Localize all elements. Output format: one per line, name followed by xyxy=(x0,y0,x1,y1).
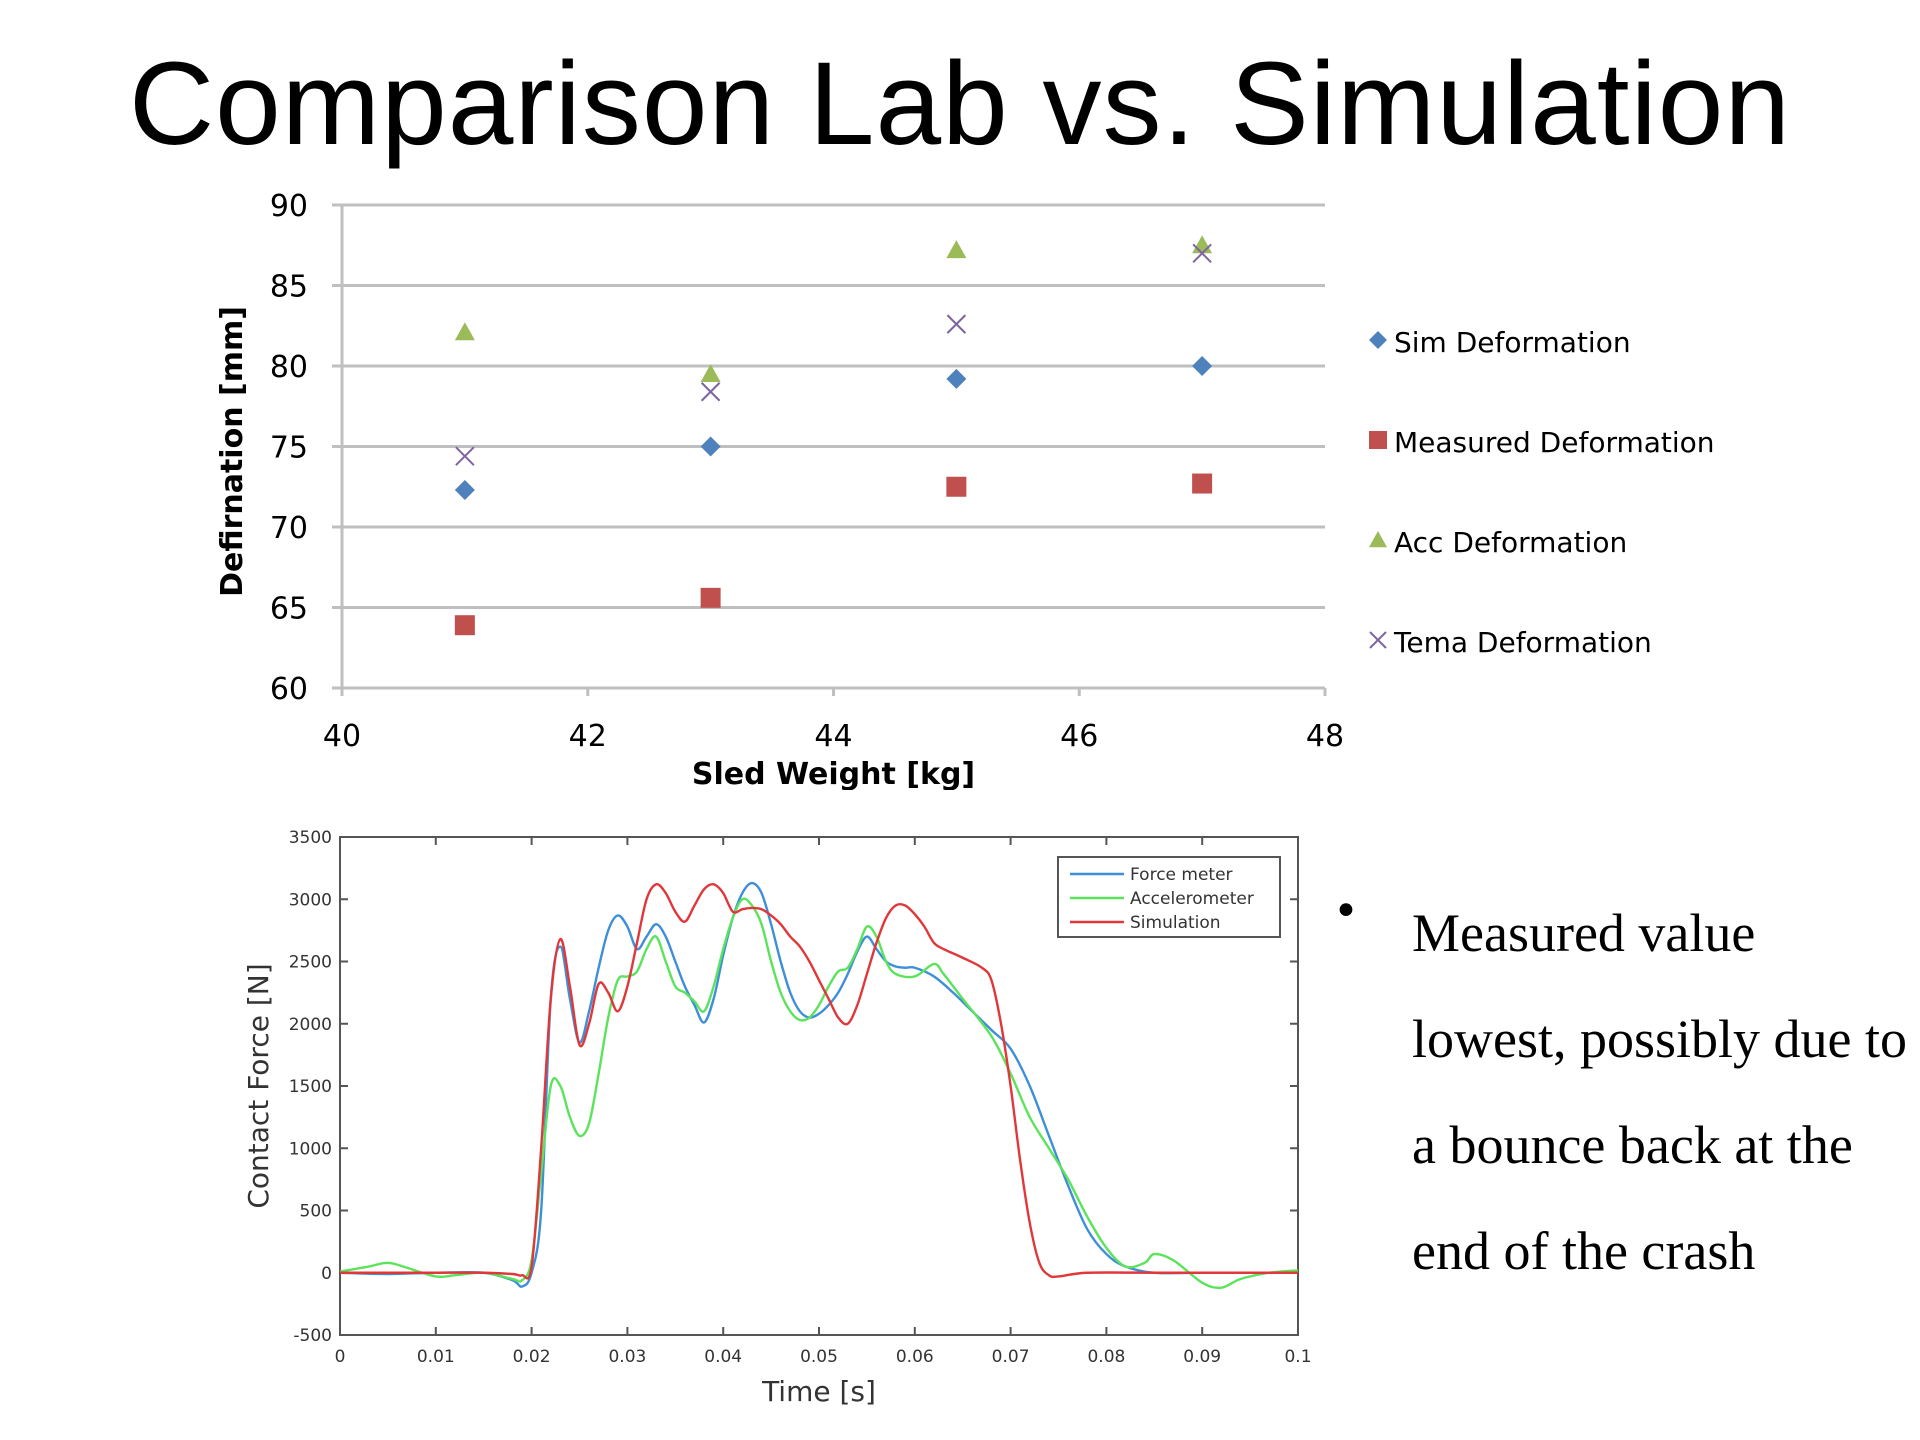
measured-deformation-point xyxy=(946,476,967,497)
y-tick-label: 2000 xyxy=(289,1015,332,1035)
legend-marker xyxy=(1369,631,1387,649)
x-tick-label: 0.03 xyxy=(608,1347,646,1367)
legend-marker xyxy=(1369,431,1387,449)
sim-deformation-point xyxy=(700,436,721,457)
marker-stroke xyxy=(1192,243,1212,264)
tema-deformation-point xyxy=(1192,243,1212,264)
y-tick-label: 2500 xyxy=(289,953,332,973)
acc-deformation-point xyxy=(700,364,721,383)
legend-label: Force meter xyxy=(1130,865,1233,885)
y-tick-label: 1500 xyxy=(289,1077,332,1097)
x-tick-label: 42 xyxy=(569,719,607,754)
x-tick-label: 0 xyxy=(335,1347,346,1367)
tema-deformation-point xyxy=(700,382,721,402)
y-tick-label: 0 xyxy=(321,1264,332,1284)
acc-deformation-point xyxy=(1192,235,1213,254)
x-tick-label: 0.09 xyxy=(1183,1347,1221,1367)
y-tick-label: 3500 xyxy=(289,828,332,848)
bullet-text: Measured value lowest, possibly due to a… xyxy=(1412,903,1907,1281)
y-tick-label: 3000 xyxy=(289,890,332,910)
legend-label: Sim Deformation xyxy=(1394,326,1631,359)
legend-label: Measured Deformation xyxy=(1394,426,1715,459)
legend-label: Acc Deformation xyxy=(1394,526,1627,559)
y-tick-label: 60 xyxy=(270,672,308,707)
y-axis-title: Contact Force [N] xyxy=(242,963,275,1208)
x-tick-label: 0.1 xyxy=(1284,1347,1311,1367)
sim-deformation-point xyxy=(1192,356,1213,376)
scatter-chart: 60 65 70 75 80 85 90 40 42 44 46 48 Sled Weight [kg]… xyxy=(215,189,1715,790)
marker-stroke xyxy=(946,314,967,334)
measured-deformation-point xyxy=(1192,473,1213,494)
legend-marker xyxy=(1369,331,1387,349)
y-tick-label: 500 xyxy=(300,1202,332,1222)
x-tick-label: 46 xyxy=(1060,719,1098,754)
legend-marker xyxy=(1369,531,1387,548)
y-tick-label: 85 xyxy=(270,270,308,305)
y-axis-title: Defirnation [mm] xyxy=(215,306,250,597)
x-tick-label: 0.04 xyxy=(704,1347,742,1367)
acc-deformation-point xyxy=(454,322,475,341)
y-tick-label: 80 xyxy=(270,350,308,385)
marker-stroke xyxy=(700,382,721,402)
acc-deformation-point xyxy=(946,240,967,259)
sim-deformation-point xyxy=(946,368,967,389)
slide-title: Comparison Lab vs. Simulation xyxy=(128,38,1792,170)
y-tick-label: 70 xyxy=(270,511,308,546)
measured-deformation-point xyxy=(454,615,475,636)
x-tick-label: 0.07 xyxy=(992,1347,1030,1367)
y-tick-label: 75 xyxy=(270,431,308,466)
y-tick-label: -500 xyxy=(293,1326,332,1346)
marker-stroke xyxy=(1369,631,1387,649)
marker-stroke xyxy=(455,446,475,466)
x-tick-label: 40 xyxy=(323,719,361,754)
sim-deformation-point xyxy=(454,479,475,500)
y-tick-label: 90 xyxy=(270,189,308,224)
y-tick-label: 65 xyxy=(270,592,308,627)
x-tick-label: 0.06 xyxy=(896,1347,934,1367)
accelerometer-line xyxy=(339,897,1299,1290)
x-tick-label: 0.08 xyxy=(1087,1347,1125,1367)
simulation-line xyxy=(339,883,1298,1280)
force-meter-line xyxy=(339,881,1298,1288)
x-tick-label: 44 xyxy=(814,719,852,754)
x-tick-label: 0.01 xyxy=(417,1347,455,1367)
x-axis-title: Time [s] xyxy=(761,1375,876,1408)
legend-label: Simulation xyxy=(1130,913,1221,933)
tema-deformation-point xyxy=(946,314,967,334)
bullet-marker: • xyxy=(1333,886,1359,937)
measured-deformation-point xyxy=(700,587,721,608)
legend-label: Accelerometer xyxy=(1130,889,1254,909)
x-tick-label: 48 xyxy=(1306,719,1344,754)
y-tick-label: 1000 xyxy=(289,1139,332,1159)
legend-label: Tema Deformation xyxy=(1393,626,1652,659)
x-tick-label: 0.05 xyxy=(800,1347,838,1367)
tema-deformation-point xyxy=(455,446,475,466)
x-tick-label: 0.02 xyxy=(513,1347,551,1367)
x-axis-title: Sled Weight [kg] xyxy=(692,757,975,790)
